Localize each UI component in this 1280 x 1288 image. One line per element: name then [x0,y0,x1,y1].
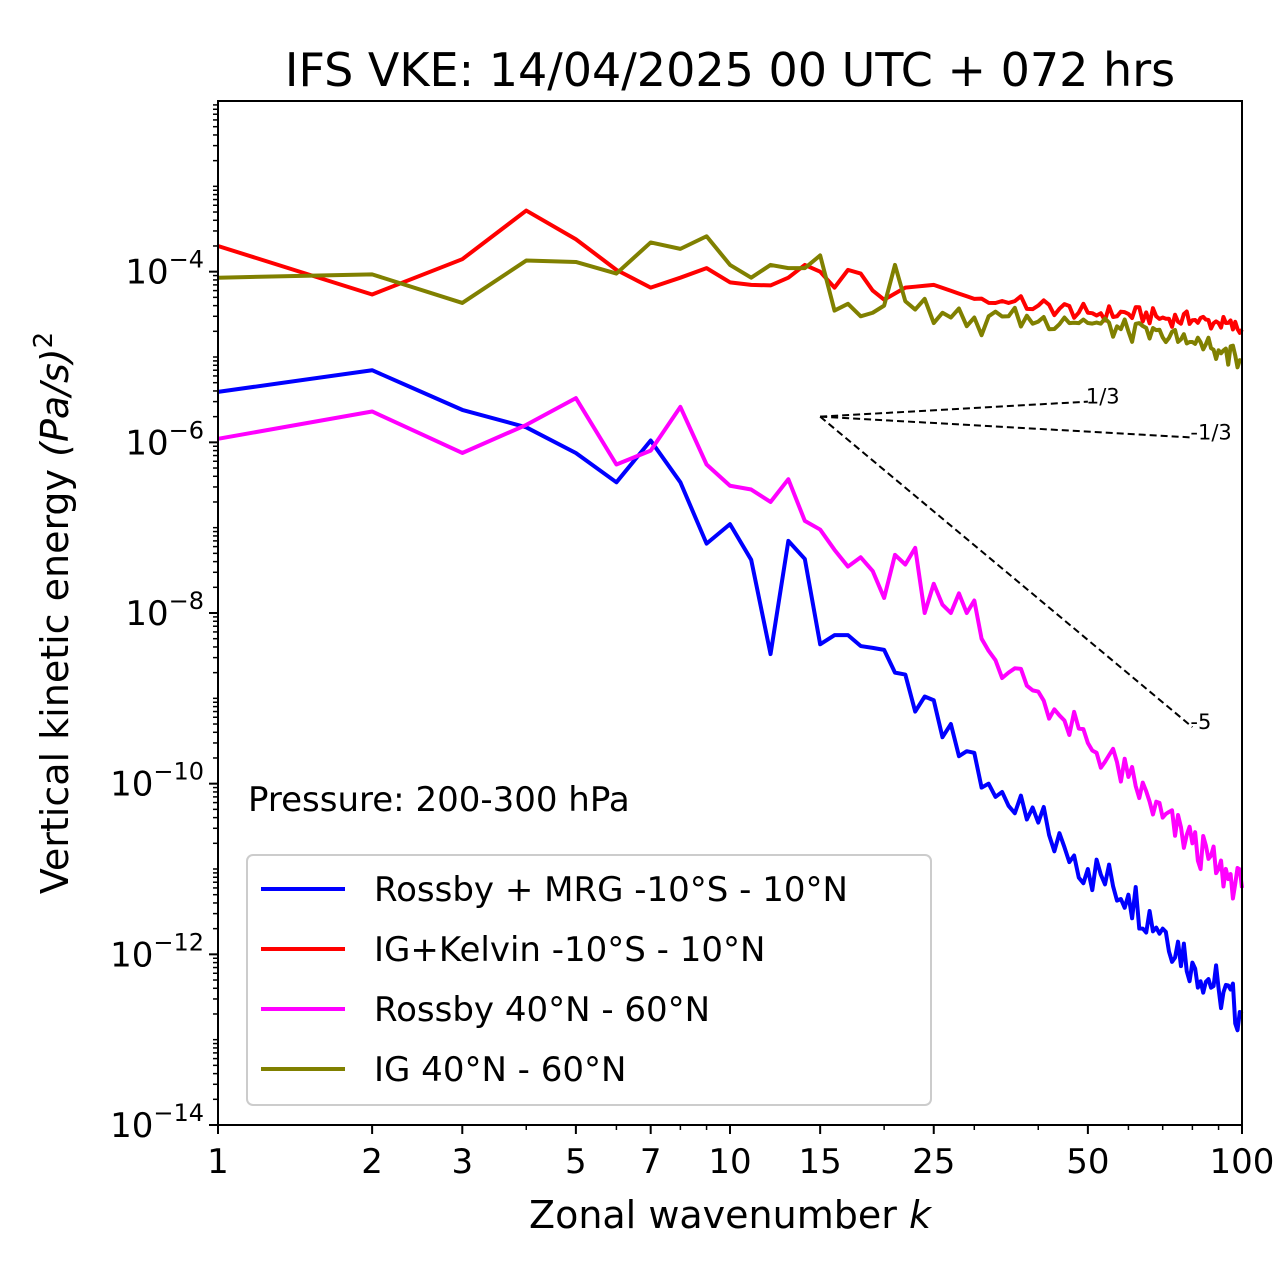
slope-line-2 [820,415,1193,439]
y-tick-base: 10 [125,594,168,634]
y-axis-label-unit: (Pa/s) [33,348,77,456]
y-tick-exponent: −10 [153,758,204,786]
legend-label: IG 40°N - 60°N [374,1050,626,1090]
legend-label: Rossby + MRG -10°S - 10°N [374,870,848,910]
y-tick-label: 10−14 [110,1099,204,1146]
legend: Rossby + MRG -10°S - 10°N IG+Kelvin -10°S… [246,854,932,1106]
legend-label: Rossby 40°N - 60°N [374,990,710,1030]
y-tick-base: 10 [110,1106,153,1146]
x-tick-label: 5 [565,1142,587,1182]
svg-text:Vertical kinetic energy: Vertical kinetic energy (Pa/s)2 [29,332,77,894]
slope-label: 1/3 [1086,385,1120,409]
y-tick-label: 10−12 [110,928,204,975]
y-tick-base: 10 [110,765,153,805]
y-tick-exponent: −4 [169,246,204,274]
y-tick-exponent: −6 [169,416,204,444]
y-tick-exponent: −14 [153,1099,204,1127]
legend-box [246,854,932,1106]
y-tick-base: 10 [110,935,153,975]
x-tick-label: 25 [912,1142,955,1182]
x-tick-label: 100 [1210,1142,1275,1182]
series-line-4 [217,234,1243,370]
y-tick-label: 10−6 [125,416,204,463]
x-tick-label: 10 [708,1142,751,1182]
y-tick-exponent: −12 [153,928,204,956]
x-tick-label: 2 [361,1142,383,1182]
chart-title: IFS VKE: 14/04/2025 00 UTC + 072 hrs [285,43,1175,97]
x-axis-label-text: Zonal wavenumber [529,1193,897,1237]
x-tick-label: 1 [207,1142,229,1182]
y-tick-base: 10 [125,253,168,293]
y-axis-label-exp: 2 [29,332,59,349]
legend-label: IG+Kelvin -10°S - 10°N [374,930,765,970]
pressure-annotation: Pressure: 200-300 hPa [248,780,630,820]
plot-frame [217,100,1243,1126]
slope-label: -5 [1190,710,1211,734]
reference-slopes: 1/3 -1/3 -5 [819,385,1232,734]
y-tick-exponent: −8 [169,587,204,615]
x-axis-label: Zonal wavenumber k [529,1193,933,1237]
slope-line-1 [820,400,1088,418]
series-line-3 [217,396,1244,901]
x-tick-label: 3 [451,1142,473,1182]
y-axis-label-text: Vertical kinetic energy [33,469,77,894]
x-axis-label-var: k [909,1193,933,1237]
slope-label: -1/3 [1190,420,1231,444]
slope-line-3 [819,415,1194,728]
y-tick-label: 10−8 [125,587,204,634]
y-axis-label: Vertical kinetic energy (Pa/s)2 [29,332,77,894]
y-tick-label: 10−4 [125,246,204,293]
y-tick-label: 10−10 [110,758,204,805]
x-tick-label: 50 [1066,1142,1109,1182]
y-tick-base: 10 [125,423,168,463]
x-tick-label: 15 [799,1142,842,1182]
series-layer [217,208,1244,1033]
series-line-2 [217,208,1244,335]
x-tick-label: 7 [640,1142,662,1182]
series-line-1 [217,368,1244,1033]
